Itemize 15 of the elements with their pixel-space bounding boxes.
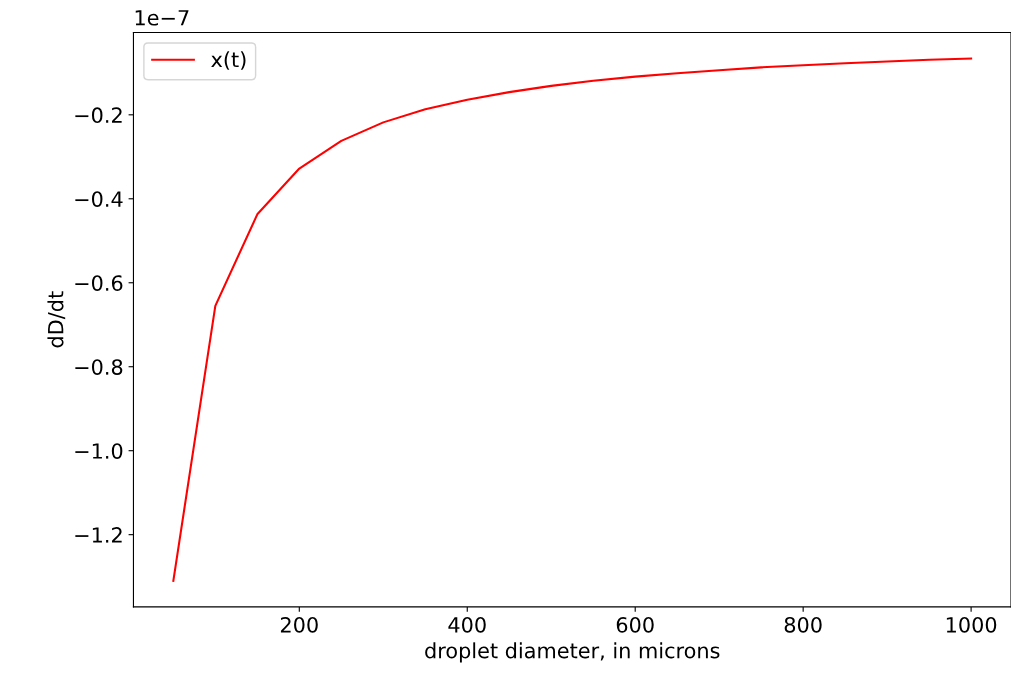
x-tick-label: 400	[448, 616, 486, 633]
y-tick-label: −1.0	[75, 443, 123, 459]
x-axis-title: droplet diameter, in microns	[425, 642, 720, 663]
x-tick-label: 600	[616, 616, 654, 633]
y-tick-label: −1.2	[75, 527, 122, 543]
legend-label: x(t)	[211, 51, 246, 70]
x-tick-label: 1000	[946, 616, 997, 633]
text: 1e−7	[135, 10, 189, 26]
x-tick-label: 800	[784, 616, 822, 633]
y-tick-label: −0.4	[75, 191, 123, 207]
y-axis-title: dD/dt	[47, 291, 66, 348]
x-tick-label: 200	[280, 616, 318, 633]
y-tick-label: −0.6	[75, 275, 123, 291]
y-tick-label: −0.8	[75, 359, 123, 375]
y-tick-label: −0.2	[75, 107, 122, 124]
